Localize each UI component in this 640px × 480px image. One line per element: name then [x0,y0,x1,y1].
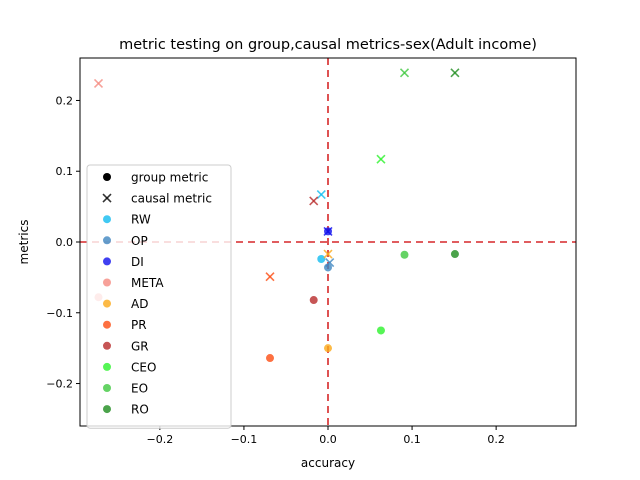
legend-marker-causal-stroke-b [102,193,112,203]
point-pr-causal [265,272,275,282]
legend-marker-group [103,173,111,181]
point-op-causal [325,257,335,268]
legend-marker-eo [103,384,111,392]
point-ad-group [324,344,332,353]
point-ro-group [450,250,459,259]
point-eo-group [400,250,409,259]
legend-marker-pr [103,320,111,329]
point-ceo-causal-stroke-b [376,154,386,164]
legend: group metric causal metric RW OP DI META AD PR G… [86,164,232,429]
point-ro-causal [450,68,460,78]
x-tick-label: 0.2 [487,433,505,446]
point-gr-causal-stroke-b [309,196,319,206]
legend-label-rw: RW [131,213,151,227]
point-di-causal [323,226,333,236]
point-eo-causal-stroke-b [399,68,410,78]
point-pr-causal-stroke-b [265,272,275,282]
point-meta-causal [93,78,104,89]
point-gr-group [309,296,318,305]
legend-label: causal metric [131,192,212,206]
legend-box [86,164,232,429]
y-tick-label: −0.2 [46,378,73,391]
legend-label-ad: AD [131,297,148,311]
legend-marker-ro [103,405,111,414]
point-meta-causal-stroke-b [93,78,104,89]
x-tick-label: −0.2 [147,433,174,446]
legend-label-di: DI [131,255,144,269]
point-ad-causal-stroke-b [323,249,333,259]
point-op-causal-stroke-b [325,257,335,268]
legend-marker-ceo [103,362,111,371]
y-tick-label: 0.2 [56,94,74,107]
legend-label-ceo: CEO [131,360,156,374]
point-di-causal-stroke-b [323,226,333,236]
x-tick-label: −0.1 [231,433,258,446]
legend-label-op: OP [131,234,148,248]
y-tick-label: −0.1 [46,307,73,320]
legend-marker-rw [103,215,111,224]
legend-marker-causal [102,193,112,203]
y-tick-label: 0.0 [56,236,74,249]
point-rw-group [317,254,326,263]
point-eo-causal [399,68,410,78]
point-ceo-causal [376,154,386,164]
x-tick-label: 0.0 [319,433,337,446]
chart-title: metric testing on group,causal metrics-s… [119,37,537,53]
legend-label-pr: PR [131,318,147,332]
legend-label-meta: META [131,276,164,290]
point-rw-causal [316,190,326,200]
x-tick-label: 0.1 [403,433,421,446]
legend-marker-op [103,236,111,245]
point-rw-causal-stroke-b [316,190,326,200]
point-pr-group [265,354,274,363]
legend-label-eo: EO [131,382,148,396]
legend-label-gr: GR [131,339,149,353]
legend-marker-ad [103,299,111,308]
legend-label: group metric [131,171,208,185]
point-ceo-group [376,326,385,335]
y-axis-label: metrics [17,220,31,265]
legend-marker-meta [103,278,111,287]
point-ro-causal-stroke-b [450,68,460,78]
legend-marker-gr [103,341,111,350]
x-axis-label: accuracy [301,456,355,470]
point-ad-causal [323,249,333,259]
y-tick-label: 0.1 [56,165,74,178]
plot-area: −0.2 −0.1 0.0 0.1 0.2 −0.2 −0.1 0.0 0.1 0.2 group … [46,57,577,446]
legend-label-ro: RO [131,403,149,417]
point-gr-causal [309,196,319,206]
legend-marker-di [103,257,111,266]
